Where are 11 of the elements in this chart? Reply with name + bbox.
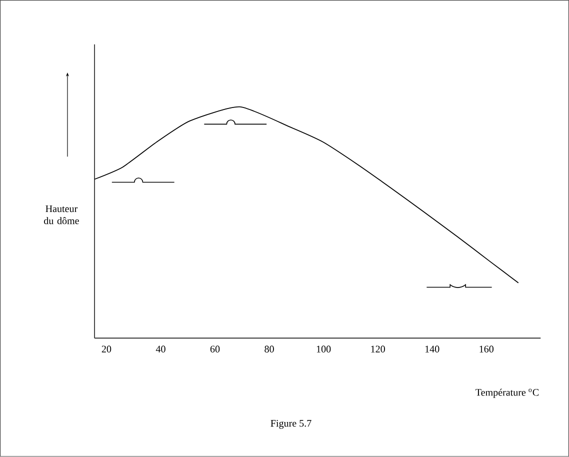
x-axis-title: Température $^{o}$C bbox=[476, 388, 539, 398]
caption: Figure 5.7 bbox=[270, 420, 312, 429]
x-tick-label: 20 bbox=[102, 346, 112, 353]
x-tick-label: 40 bbox=[156, 346, 166, 353]
x-tick-label: 60 bbox=[210, 346, 220, 353]
x-tick-label: 80 bbox=[264, 346, 274, 353]
x-tick-label: 160 bbox=[480, 346, 494, 353]
x-tick-label: 100 bbox=[316, 346, 331, 353]
x-tick-label: 120 bbox=[371, 346, 385, 353]
y-axis-title: Hauteur du dôme bbox=[44, 206, 79, 224]
x-tick-label: 140 bbox=[425, 346, 440, 353]
